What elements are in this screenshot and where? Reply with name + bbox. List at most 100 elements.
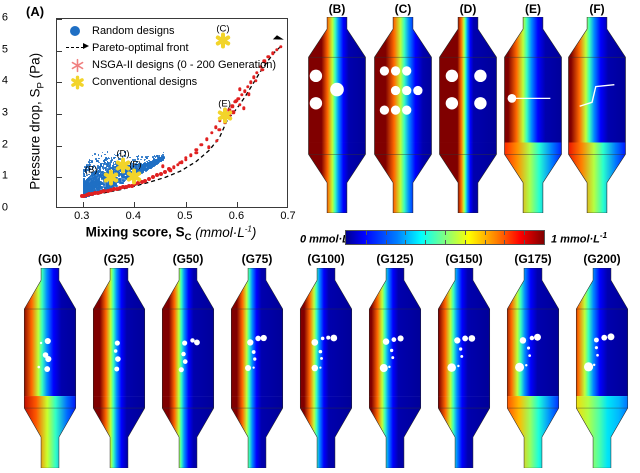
nsga-data-point	[171, 165, 176, 169]
x-tick-label: 0.6	[228, 210, 245, 222]
legend-item-nsga: NSGA-II designs (0 - 200 Generation)	[66, 56, 281, 73]
obstacle-circle	[178, 367, 184, 373]
nsga-data-point	[207, 145, 211, 149]
obstacle-circle	[309, 69, 323, 83]
obstacle-circle	[330, 82, 344, 97]
mixer-label: (G50)	[172, 252, 204, 266]
obstacle-circle	[592, 363, 596, 367]
obstacle-circle	[515, 362, 525, 372]
point-label-B: (B)	[84, 164, 98, 176]
obstacle-circle	[252, 366, 255, 369]
nsga-data-point	[139, 179, 144, 184]
circle-marker-icon	[66, 23, 92, 39]
mixer-panel-G125: (G125)	[367, 252, 423, 468]
mixer-panel-F: (F)	[566, 2, 628, 213]
dashed-arrow-icon	[66, 40, 92, 56]
nsga-data-point	[254, 79, 258, 83]
obstacle-circle	[311, 339, 319, 346]
panel-a-scatter-plot: (A) Pressure drop, SP (Pa) Mixing score,…	[0, 0, 300, 245]
star-marker-icon	[66, 74, 92, 90]
mixer-panel-B: (B)	[306, 2, 368, 213]
conventional-design-star-D[interactable]	[114, 157, 131, 179]
colorbar	[345, 230, 545, 245]
nsga-data-point	[279, 45, 283, 49]
mixer-label: (G200)	[583, 252, 621, 266]
obstacle-circle	[390, 85, 401, 96]
nsga-data-point	[199, 143, 204, 147]
obstacle-circle	[45, 355, 52, 363]
mixer-panel-G150: (G150)	[436, 252, 492, 468]
y-tick-label: 5	[1, 43, 8, 56]
mixer-panel-D: (D)	[437, 2, 499, 213]
mixer-label: (E)	[525, 2, 541, 16]
nsga-data-point	[262, 59, 266, 64]
nsga-data-point	[249, 80, 253, 85]
chart-legend: Random designs Pareto-optimal front NSGA…	[66, 22, 281, 90]
nsga-data-point	[247, 92, 251, 97]
nsga-data-point	[189, 153, 193, 157]
mixer-label: (G150)	[445, 252, 483, 266]
obstacle-circle	[458, 347, 463, 351]
nsga-data-point	[227, 108, 231, 112]
obstacle-circle	[402, 85, 412, 96]
nsga-data-point	[160, 164, 165, 168]
obstacle-circle	[607, 333, 615, 341]
nsga-data-point	[177, 161, 182, 165]
nsga-data-point	[214, 125, 218, 129]
point-label-C: (C)	[216, 23, 230, 35]
obstacle-circle	[391, 337, 397, 342]
obstacle-circle	[391, 356, 395, 360]
nsga-data-point	[228, 113, 232, 118]
mixer-panel-G75: (G75)	[229, 252, 285, 468]
x-axis-label: Mixing score, SC (mmol·L-1)	[85, 224, 257, 244]
nsga-data-point	[242, 89, 247, 93]
obstacle-circle	[330, 334, 338, 342]
nsga-data-point	[252, 75, 256, 79]
obstacle-circle	[413, 85, 423, 96]
nsga-data-point	[111, 187, 116, 192]
nsga-data-point	[238, 102, 242, 107]
obstacle-circle	[44, 337, 51, 345]
obstacle-circle	[382, 338, 390, 345]
obstacle-circle	[468, 335, 476, 342]
nsga-data-point	[209, 131, 214, 135]
nsga-data-point	[93, 191, 98, 196]
point-label-F: (F)	[129, 159, 142, 171]
conventional-design-star-B[interactable]	[103, 169, 120, 190]
mixer-label: (B)	[328, 2, 346, 16]
conventional-design-star-F[interactable]	[126, 168, 143, 189]
nsga-data-point	[217, 128, 222, 132]
nsga-data-point	[184, 157, 188, 162]
legend-item-conventional: Conventional designs	[66, 73, 281, 90]
obstacle-circle	[507, 94, 517, 103]
nsga-data-point	[84, 193, 89, 198]
obstacle-circle	[445, 69, 459, 83]
nsga-data-point	[79, 193, 84, 198]
mixer-label: (G125)	[376, 252, 414, 266]
nsga-data-point	[117, 186, 122, 191]
conventional-design-star-C[interactable]	[215, 32, 232, 53]
nsga-data-point	[260, 67, 264, 72]
obstacle-circle	[601, 334, 608, 341]
conventional-design-star-E[interactable]	[216, 107, 233, 128]
asterisk-marker-icon	[66, 57, 92, 73]
mixer-panel-G200: (G200)	[574, 252, 630, 468]
obstacle-circle	[389, 348, 394, 353]
nsga-data-point	[231, 110, 236, 115]
mixer-panel-G0: (G0)	[22, 252, 78, 468]
nsga-data-point	[238, 87, 242, 91]
obstacle-circle	[194, 339, 200, 346]
nsga-data-point	[180, 160, 184, 164]
x-tick-label: 0.3	[74, 210, 90, 222]
obstacle-circle	[247, 339, 254, 346]
obstacle-circle	[251, 350, 256, 354]
mixer-label: (G175)	[514, 252, 552, 266]
obstacle-circle	[397, 335, 404, 342]
point-label-E: (E)	[218, 98, 231, 110]
obstacle-circle	[526, 346, 531, 350]
mixer-panel-E: (E)	[502, 2, 564, 213]
obstacle-circle	[320, 336, 325, 341]
legend-label: NSGA-II designs (0 - 200 Generation)	[92, 58, 277, 71]
obstacle-circle	[583, 362, 594, 372]
obstacle-circle	[181, 351, 186, 357]
